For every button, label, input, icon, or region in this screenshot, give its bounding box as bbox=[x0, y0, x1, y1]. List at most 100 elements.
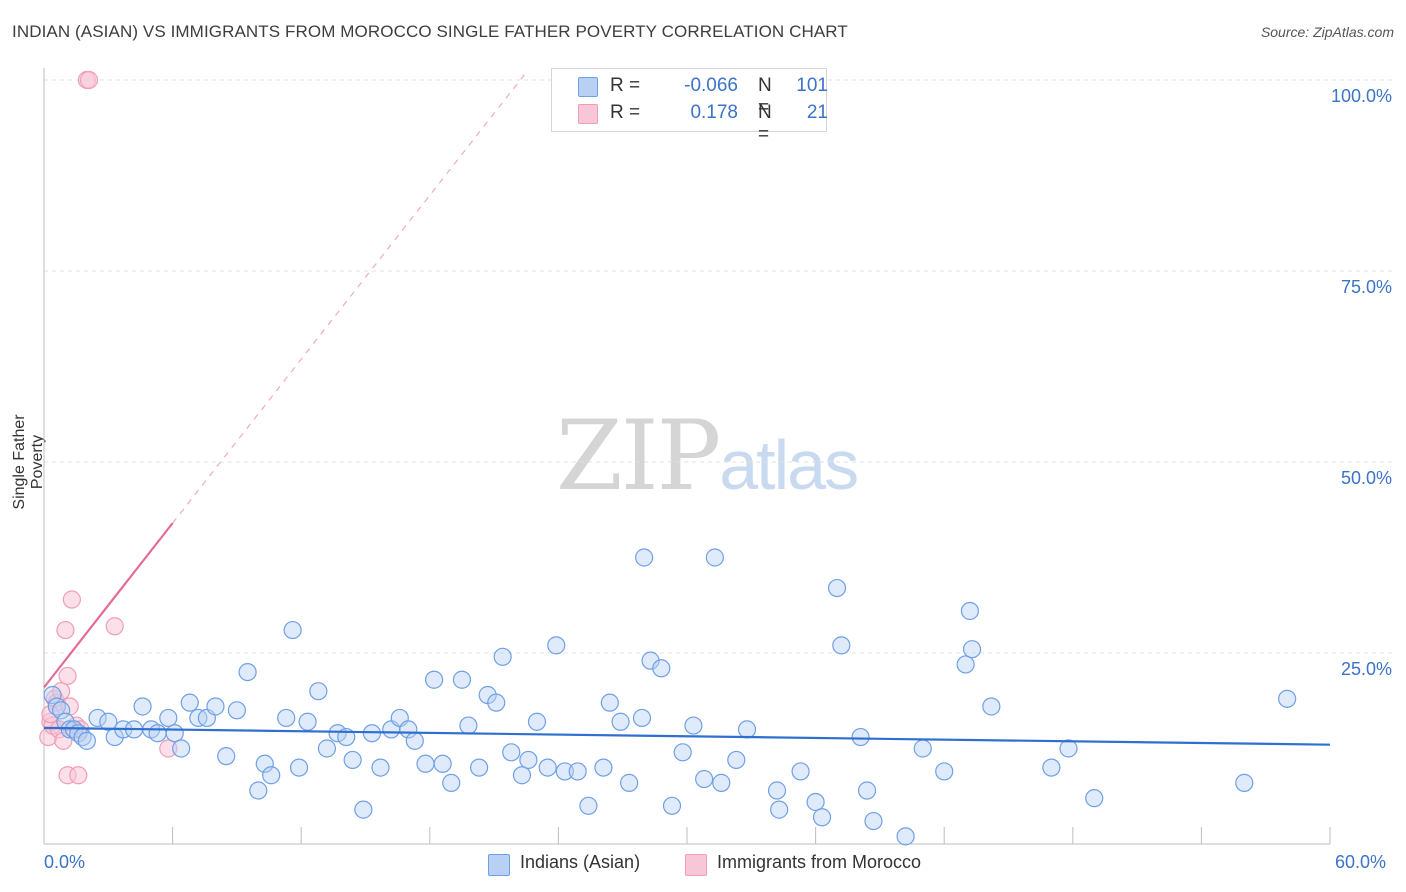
data-point-indians bbox=[255, 754, 274, 773]
data-point-indians bbox=[424, 670, 444, 689]
watermark-atlas: atlas bbox=[719, 426, 859, 504]
data-point-indians bbox=[317, 739, 337, 758]
trend-line-indians bbox=[43, 726, 1331, 746]
data-point-indians bbox=[956, 655, 975, 674]
data-point-indians bbox=[1278, 689, 1297, 708]
data-point-indians bbox=[416, 754, 435, 773]
data-point-indians bbox=[812, 808, 832, 827]
data-point-indians bbox=[217, 747, 236, 766]
legend-n-value: 21 bbox=[806, 102, 828, 123]
gridlines bbox=[44, 79, 1392, 654]
data-point-morocco bbox=[41, 705, 60, 724]
series-morocco-points bbox=[39, 70, 178, 785]
data-point-indians bbox=[433, 754, 452, 773]
data-point-indians bbox=[982, 697, 1001, 716]
data-point-indians bbox=[611, 712, 630, 731]
data-point-indians bbox=[77, 731, 96, 750]
data-point-indians bbox=[459, 716, 478, 735]
data-point-indians bbox=[1085, 789, 1104, 808]
legend-r-value: 0.178 bbox=[690, 102, 738, 123]
data-point-indians bbox=[88, 708, 107, 728]
data-point-morocco bbox=[69, 766, 88, 785]
chart-title: INDIAN (ASIAN) VS IMMIGRANTS FROM MOROCC… bbox=[12, 22, 848, 41]
data-point-indians bbox=[767, 781, 787, 800]
data-point-indians bbox=[547, 636, 566, 655]
legend-swatch-pink bbox=[578, 104, 598, 124]
data-point-indians bbox=[180, 693, 199, 712]
bottom-legend-label: Indians (Asian) bbox=[520, 852, 641, 872]
data-point-indians bbox=[452, 670, 472, 689]
y-tick-label-25: 25.0% bbox=[1340, 659, 1392, 679]
bottom-legend-swatch-blue bbox=[488, 854, 510, 876]
data-point-indians bbox=[935, 762, 954, 781]
data-point-indians bbox=[493, 647, 512, 666]
data-point-indians bbox=[43, 685, 62, 705]
source-credit: Source: ZipAtlas.com bbox=[1260, 24, 1394, 40]
data-point-indians bbox=[727, 750, 746, 770]
data-point-indians bbox=[519, 750, 538, 770]
data-point-indians bbox=[527, 712, 547, 731]
x-tick-label-min: 0.0% bbox=[44, 852, 86, 872]
data-point-indians bbox=[1059, 739, 1078, 758]
data-point-indians bbox=[133, 697, 152, 716]
data-point-indians bbox=[1042, 758, 1061, 777]
data-point-indians bbox=[620, 773, 639, 792]
data-point-indians bbox=[896, 827, 915, 846]
data-point-indians bbox=[206, 697, 225, 716]
correlation-legend: R = -0.066 N = 101 R = 0.178 N = 21 bbox=[551, 68, 828, 145]
data-point-morocco bbox=[159, 739, 178, 758]
legend-r-label: R = bbox=[610, 102, 641, 123]
data-point-indians bbox=[502, 743, 521, 762]
data-point-indians bbox=[538, 758, 557, 777]
y-tick-label-75: 75.0% bbox=[1340, 277, 1392, 297]
trend-line-morocco-extrapolated bbox=[172, 71, 527, 524]
data-point-indians bbox=[662, 796, 682, 815]
data-point-indians bbox=[864, 811, 883, 831]
data-point-indians bbox=[962, 640, 982, 659]
data-point-indians bbox=[684, 716, 703, 735]
data-point-indians bbox=[165, 724, 184, 743]
zipatlas-watermark: ZIPatlas bbox=[556, 400, 859, 512]
data-point-indians bbox=[635, 548, 654, 567]
data-point-indians bbox=[354, 800, 373, 819]
data-point-indians bbox=[343, 750, 362, 770]
data-point-indians bbox=[600, 693, 619, 712]
data-point-morocco bbox=[79, 70, 99, 90]
data-point-indians bbox=[705, 548, 724, 567]
data-point-indians bbox=[832, 636, 851, 655]
data-point-indians bbox=[791, 762, 810, 781]
legend-n-value: 101 bbox=[796, 75, 828, 96]
series-indians-points bbox=[43, 548, 1297, 846]
data-point-indians bbox=[673, 743, 692, 762]
data-point-indians bbox=[52, 701, 71, 720]
data-point-indians bbox=[1235, 773, 1254, 792]
data-point-indians bbox=[328, 724, 347, 743]
data-point-morocco bbox=[56, 620, 75, 640]
data-point-indians bbox=[770, 800, 789, 819]
data-point-indians bbox=[172, 739, 191, 758]
watermark-zip: ZIP bbox=[556, 400, 721, 512]
bottom-legend-swatch-pink bbox=[685, 854, 707, 876]
data-point-indians bbox=[737, 720, 757, 739]
data-point-indians bbox=[913, 739, 932, 758]
data-point-indians bbox=[289, 758, 309, 777]
legend-swatch-blue bbox=[578, 77, 598, 97]
data-point-morocco bbox=[54, 731, 73, 750]
y-tick-label-100: 100.0% bbox=[1330, 86, 1392, 106]
legend-n-label: N = bbox=[758, 75, 772, 118]
data-point-morocco bbox=[62, 590, 81, 609]
data-point-indians bbox=[262, 766, 281, 785]
data-point-indians bbox=[148, 724, 167, 743]
data-point-indians bbox=[568, 762, 587, 781]
data-point-indians bbox=[159, 708, 178, 728]
data-point-indians bbox=[712, 773, 731, 792]
data-point-indians bbox=[238, 662, 257, 682]
data-point-indians bbox=[806, 792, 825, 812]
data-point-indians bbox=[371, 758, 390, 777]
data-point-indians bbox=[405, 731, 424, 750]
data-point-indians bbox=[487, 693, 506, 712]
data-point-indians bbox=[442, 773, 461, 792]
data-point-morocco bbox=[105, 617, 124, 636]
data-point-indians bbox=[851, 727, 870, 747]
